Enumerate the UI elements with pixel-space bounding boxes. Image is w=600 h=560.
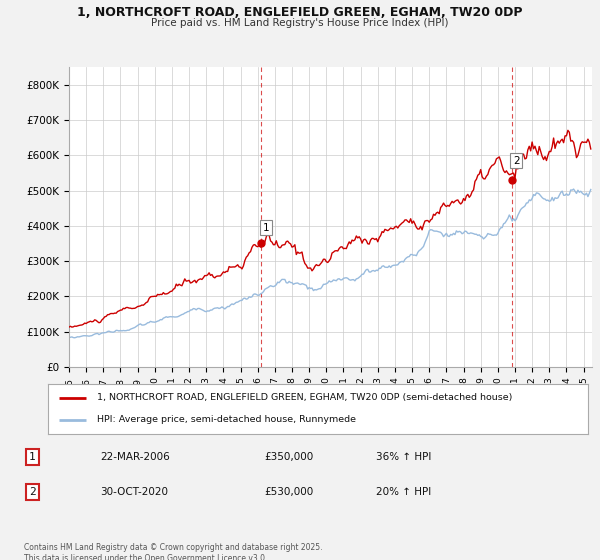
Text: 22-MAR-2006: 22-MAR-2006	[100, 452, 170, 461]
Text: 30-OCT-2020: 30-OCT-2020	[100, 487, 168, 497]
Text: Price paid vs. HM Land Registry's House Price Index (HPI): Price paid vs. HM Land Registry's House …	[151, 18, 449, 28]
Text: Contains HM Land Registry data © Crown copyright and database right 2025.
This d: Contains HM Land Registry data © Crown c…	[24, 543, 323, 560]
Text: 1, NORTHCROFT ROAD, ENGLEFIELD GREEN, EGHAM, TW20 0DP: 1, NORTHCROFT ROAD, ENGLEFIELD GREEN, EG…	[77, 6, 523, 18]
Text: £530,000: £530,000	[265, 487, 314, 497]
Text: 2: 2	[29, 487, 36, 497]
Text: 1, NORTHCROFT ROAD, ENGLEFIELD GREEN, EGHAM, TW20 0DP (semi-detached house): 1, NORTHCROFT ROAD, ENGLEFIELD GREEN, EG…	[97, 393, 512, 402]
Text: HPI: Average price, semi-detached house, Runnymede: HPI: Average price, semi-detached house,…	[97, 416, 356, 424]
Text: 1: 1	[29, 452, 36, 461]
Text: 36% ↑ HPI: 36% ↑ HPI	[376, 452, 432, 461]
Text: 2: 2	[513, 156, 520, 166]
Text: 20% ↑ HPI: 20% ↑ HPI	[376, 487, 431, 497]
Text: £350,000: £350,000	[265, 452, 314, 461]
Text: 1: 1	[262, 222, 269, 232]
